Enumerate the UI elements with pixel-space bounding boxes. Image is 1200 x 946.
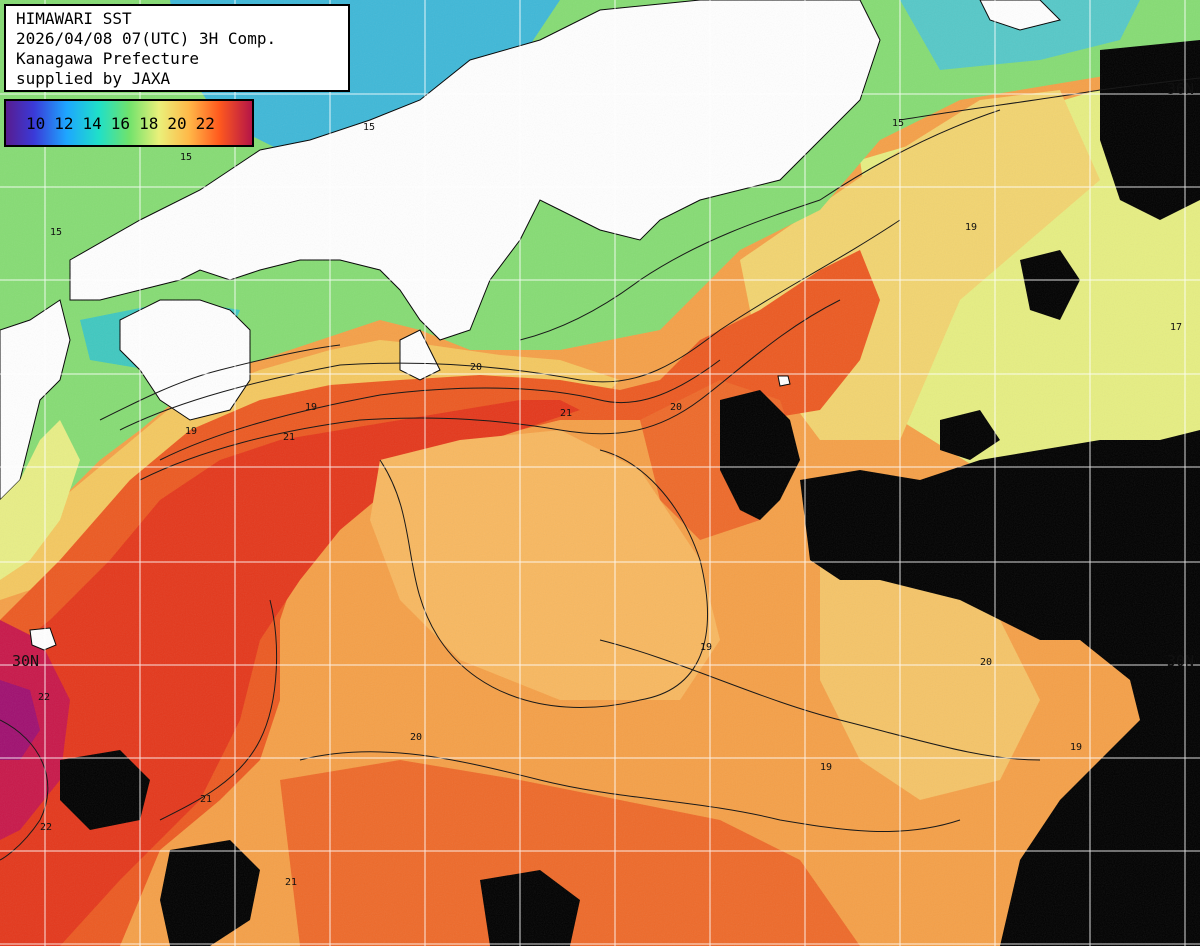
info-box: HIMAWARI SST 2026/04/08 07(UTC) 3H Comp.…: [4, 4, 350, 92]
contour-label: 20: [980, 657, 992, 668]
contour-label: 15: [180, 152, 192, 163]
lat-label-30n-right: 30N: [1166, 652, 1194, 670]
legend-gradient: [4, 99, 254, 147]
contour-label: 20: [410, 732, 422, 743]
lat-label-36n-right: 36N: [1166, 80, 1194, 98]
contour-label: 21: [285, 877, 297, 888]
contour-label: 19: [185, 426, 197, 437]
timestamp: 2026/04/08 07(UTC) 3H Comp.: [16, 29, 277, 48]
legend-label: 16: [110, 114, 131, 133]
isotherm-20s: [299, 751, 961, 833]
isotherm-19b: [379, 449, 708, 708]
legend-label: 12: [54, 114, 74, 133]
contour-label: 19: [305, 402, 317, 413]
legend-label: 20: [167, 114, 187, 133]
isotherms: [0, 77, 1200, 861]
data-credit: supplied by JAXA: [16, 69, 171, 88]
legend-label: 18: [139, 114, 159, 133]
contour-label: 21: [283, 432, 295, 443]
contour-label: 19: [820, 762, 832, 773]
isotherm-17: [899, 77, 1200, 121]
color-legend: 10 12 14 16 18 20 22: [4, 99, 254, 147]
contour-label: 21: [560, 408, 572, 419]
contour-label: 19: [1070, 742, 1082, 753]
contour-labels: 15 15 15 15 17 19 19 19 19 19 19 20 20 2…: [38, 118, 1182, 888]
contour-label: 19: [965, 222, 977, 233]
contour-label: 22: [40, 822, 52, 833]
isotherm-19s: [599, 639, 1041, 761]
isotherm-15w: [99, 344, 341, 421]
legend-label: 10: [26, 114, 46, 133]
isotherm-21: [159, 359, 721, 461]
legend-labels: 10 12 14 16 18 20 22: [26, 114, 224, 133]
contour-label: 21: [200, 794, 212, 805]
contour-label: 20: [470, 362, 482, 373]
contour-label: 15: [892, 118, 904, 129]
contour-label: 15: [363, 122, 375, 133]
contour-label: 19: [700, 642, 712, 653]
region-name: Kanagawa Prefecture: [16, 49, 200, 68]
isotherm-21s: [159, 599, 278, 821]
legend-label: 22: [195, 114, 215, 133]
contour-label: 20: [670, 402, 682, 413]
lat-label-30n-left: 30N: [12, 652, 40, 670]
contour-label: 22: [38, 692, 50, 703]
isotherm-15: [519, 109, 1001, 341]
isotherm-19: [119, 219, 901, 431]
contour-label: 15: [50, 227, 62, 238]
isotherm-20: [139, 299, 841, 481]
contour-label: 17: [1170, 322, 1182, 333]
isotherm-22: [0, 719, 49, 861]
product-title: HIMAWARI SST: [16, 9, 132, 28]
legend-label: 14: [82, 114, 102, 133]
